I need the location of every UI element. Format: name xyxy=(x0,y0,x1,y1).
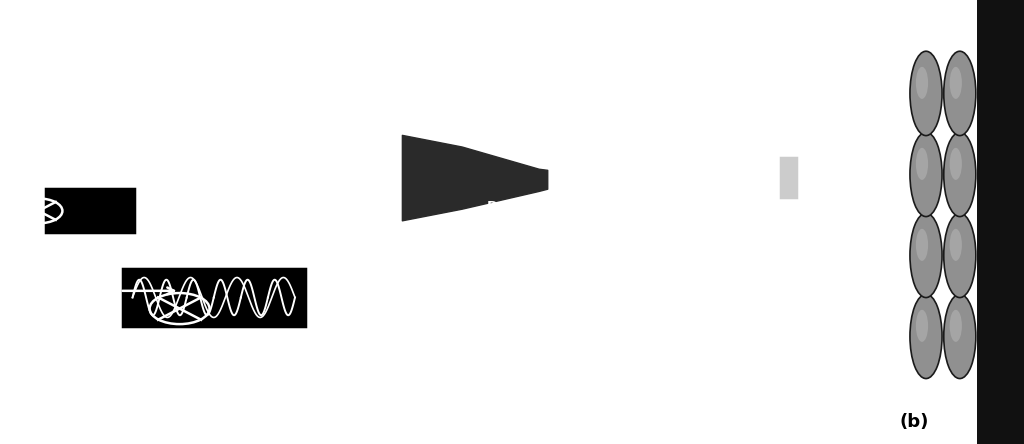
Bar xyxy=(778,155,800,200)
Circle shape xyxy=(949,310,962,342)
Text: Gas
Heater: Gas Heater xyxy=(240,235,291,263)
Text: Powder Feeder: Powder Feeder xyxy=(154,20,266,33)
Circle shape xyxy=(910,213,942,297)
Circle shape xyxy=(915,148,928,180)
Circle shape xyxy=(915,67,928,99)
Circle shape xyxy=(949,229,962,261)
Circle shape xyxy=(910,294,942,379)
Circle shape xyxy=(944,213,976,297)
Circle shape xyxy=(949,67,962,99)
Circle shape xyxy=(910,51,942,135)
Text: Powder /Gas: Powder /Gas xyxy=(376,20,470,33)
Text: Delaval Nozzle: Delaval Nozzle xyxy=(487,200,597,213)
Bar xyxy=(977,0,1024,444)
Text: Substrate: Substrate xyxy=(590,20,664,33)
Circle shape xyxy=(915,229,928,261)
Bar xyxy=(120,266,308,329)
Circle shape xyxy=(944,132,976,217)
Circle shape xyxy=(944,51,976,135)
Circle shape xyxy=(949,148,962,180)
Circle shape xyxy=(944,294,976,379)
Text: (a): (a) xyxy=(13,408,41,426)
Text: (b): (b) xyxy=(899,412,929,431)
Circle shape xyxy=(910,132,942,217)
Bar xyxy=(43,186,137,235)
Circle shape xyxy=(915,310,928,342)
Text: High
Pressure
Gas
Supply: High Pressure Gas Supply xyxy=(8,71,75,138)
Text: Carrier  Gas: Carrier Gas xyxy=(411,275,500,288)
